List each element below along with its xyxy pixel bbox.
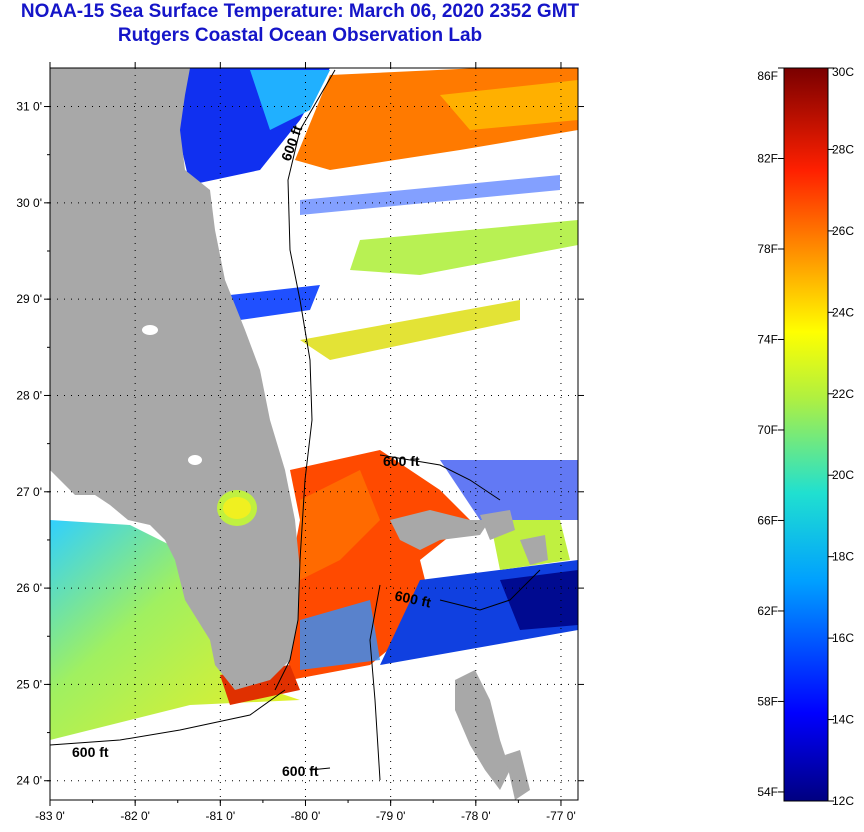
lat-tick-label: 30 0' (16, 196, 42, 210)
contour-label: 600 ft (383, 453, 420, 469)
abaco-island (480, 510, 515, 540)
fahrenheit-label: 78F (757, 242, 778, 256)
celsius-label: 26C (832, 224, 854, 238)
fahrenheit-label: 54F (757, 785, 778, 799)
sst-streak-2 (300, 300, 520, 360)
contour-label: 600 ft (72, 744, 109, 760)
lat-tick-label: 25 0' (16, 677, 42, 691)
lon-tick-label: -82 0' (120, 809, 150, 823)
celsius-label: 12C (832, 794, 854, 808)
lat-tick-label: 31 0' (16, 100, 42, 114)
lon-tick-label: -81 0' (205, 809, 235, 823)
lon-tick-label: -77 0' (546, 809, 576, 823)
lake-okeechobee-core (223, 497, 251, 519)
contour-south (309, 767, 331, 771)
celsius-label: 28C (832, 142, 854, 156)
inland-lake (142, 325, 158, 335)
contour-label: 600 ft (393, 587, 432, 610)
fahrenheit-label: 66F (757, 513, 778, 527)
sst-streak-3 (230, 285, 320, 320)
lat-tick-label: 29 0' (16, 292, 42, 306)
lat-tick-label: 28 0' (16, 388, 42, 402)
map-subtitle: Rutgers Coastal Ocean Observation Lab (117, 25, 483, 46)
sst-streak-1 (350, 220, 578, 275)
map-frame (49, 67, 579, 801)
gulf-stream-warm-core-2 (300, 470, 380, 580)
bahamas-cold-patch (500, 570, 578, 630)
map-axes: 31 0' 30 0' 29 0' 28 0' 27 0' 26 0' 25 0' 24 0'… (16, 62, 584, 823)
contour-bahamas-west (369, 584, 381, 781)
eleuthera-island (520, 535, 548, 565)
lon-tick-label: -79 0' (376, 809, 406, 823)
andros-island (455, 670, 510, 790)
cool-shelf-water-north (250, 70, 330, 130)
colorbar-labels: 30C 28C 26C 24C 22C 20C 18C 16C 14C 12C 86F 82F 78F 7… (757, 65, 854, 808)
contour-bahamas-north (379, 454, 501, 501)
inland-lake (188, 455, 202, 465)
celsius-label: 14C (832, 713, 854, 727)
lat-tick-label: 24 0' (16, 774, 42, 788)
fahrenheit-label: 70F (757, 423, 778, 437)
florida-land (50, 68, 300, 690)
celsius-label: 30C (832, 65, 854, 79)
fahrenheit-label: 62F (757, 604, 778, 618)
lat-tick-label: 26 0' (16, 581, 42, 595)
fahrenheit-label: 58F (757, 694, 778, 708)
bahamas-cool-water-north (440, 460, 578, 520)
celsius-label: 24C (832, 305, 854, 319)
lat-tick-label: 27 0' (16, 485, 42, 499)
straits-cool-eddy (300, 600, 380, 670)
lon-tick-label: -83 0' (35, 809, 65, 823)
celsius-label: 22C (832, 387, 854, 401)
contour-bahamas-east (439, 569, 541, 611)
fahrenheit-label: 82F (757, 151, 778, 165)
contour-label: 600 ft (282, 763, 319, 779)
grand-bahama-island (390, 510, 490, 550)
lon-tick-label: -80 0' (291, 809, 321, 823)
map-title: NOAA-15 Sea Surface Temperature: March 0… (20, 1, 580, 22)
southern-island (505, 750, 530, 800)
fahrenheit-label: 86F (757, 69, 778, 83)
fahrenheit-label: 74F (757, 332, 778, 346)
celsius-label: 16C (832, 631, 854, 645)
celsius-label: 20C (832, 468, 854, 482)
lon-tick-label: -78 0' (461, 809, 491, 823)
atlantic-warm-band-north-2 (440, 80, 578, 130)
sst-map-panel (50, 68, 578, 800)
contour-florida-keys (50, 689, 286, 746)
temperature-colorbar (783, 67, 829, 802)
isobath-600ft-contours (50, 69, 541, 781)
celsius-label: 18C (832, 550, 854, 564)
contour-florida-shelf (274, 69, 336, 691)
gulf-coast-land-west (50, 290, 70, 390)
sst-streak-4 (300, 175, 560, 215)
